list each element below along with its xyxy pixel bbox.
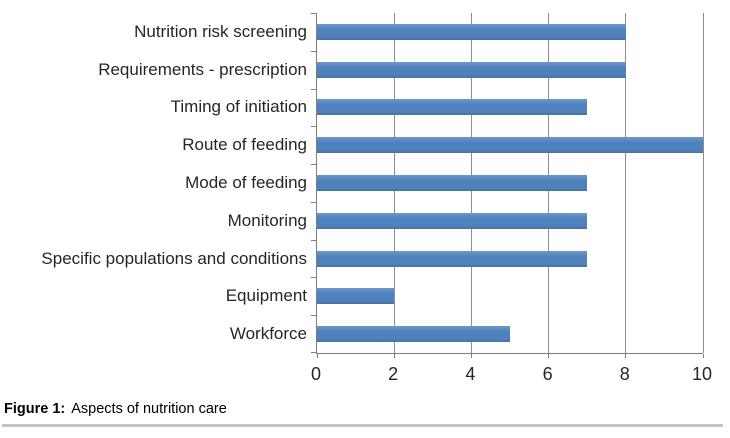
y-axis-category-labels: Nutrition risk screening Requirements - p… [0,13,307,353]
y-axis-tick [311,240,317,241]
category-label: Nutrition risk screening [134,21,307,41]
gridline [702,13,704,353]
category-label: Specific populations and conditions [41,248,307,268]
x-axis-tick [393,354,395,358]
x-axis-tick [625,354,627,358]
caption-divider [2,424,723,427]
x-axis-tick [702,354,704,358]
y-axis-tick [311,202,317,203]
x-tick-label: 10 [691,364,713,384]
caption-text: Aspects of nutrition care [71,401,227,417]
x-tick-label: 2 [388,364,399,384]
x-tick-label: 4 [465,364,476,384]
x-axis-tick [548,354,550,358]
y-axis-tick [311,315,317,316]
figure-caption: Figure 1: Aspects of nutrition care [4,401,227,417]
x-axis-tick-labels: 0 2 4 6 8 10 [311,363,712,387]
x-tick-label: 6 [542,364,553,384]
x-axis-tick [470,354,472,358]
y-axis-tick [311,164,317,165]
y-axis-tick [311,277,317,278]
category-label: Requirements - prescription [98,59,307,79]
category-label: Mode of feeding [185,172,307,192]
bar [317,99,587,115]
bar [317,251,587,267]
x-tick-label: 0 [310,364,322,384]
category-label: Workforce [229,324,307,344]
bar [317,62,626,78]
bar [317,213,587,229]
category-label: Timing of initiation [170,97,307,117]
category-label: Equipment [225,286,307,306]
x-axis-tick [316,354,318,358]
caption-label: Figure 1: [4,401,66,417]
plot-area [311,13,704,358]
x-tick-label: 8 [619,364,630,384]
category-label: Route of feeding [182,135,307,155]
category-label: Monitoring [227,210,307,230]
y-axis-tick [311,352,317,353]
bar [317,137,703,153]
y-axis-tick [311,89,317,90]
y-axis-tick [311,126,317,127]
y-axis-tick [311,51,317,52]
bar [317,288,394,304]
gridline [625,13,627,353]
bar [317,326,510,342]
bar [317,175,587,191]
bar [317,24,626,40]
y-axis-tick [311,13,317,14]
